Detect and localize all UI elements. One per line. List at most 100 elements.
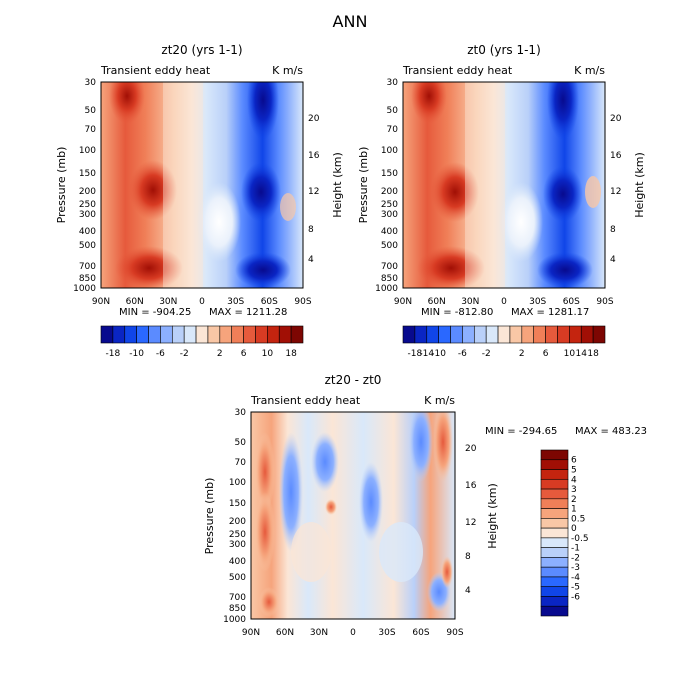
colorbar-swatch (540, 576, 569, 588)
colorbar-swatch (462, 325, 475, 344)
y-tick-label: 50 (387, 106, 399, 116)
colorbar-swatch (545, 325, 558, 344)
y-right-tick-label: 16 (610, 151, 622, 161)
figure-title: ANN (333, 12, 368, 31)
colorbar-label: -2 (482, 349, 491, 359)
colorbar-swatch (540, 596, 569, 607)
y-tick-label: 400 (79, 227, 96, 237)
colorbar-swatch (540, 478, 569, 490)
y-right-tick-label: 16 (308, 151, 320, 161)
y-right-tick-label: 16 (465, 481, 477, 491)
colorbar-swatch (497, 325, 511, 344)
colorbar-label: -4 (571, 573, 580, 583)
y-tick-label: 50 (85, 106, 97, 116)
x-tick-label: 0 (501, 297, 507, 307)
colorbar-swatch (540, 449, 569, 461)
y-tick-label: 30 (387, 78, 399, 88)
colorbar-swatch (540, 498, 569, 509)
y-tick-label: 850 (229, 604, 246, 614)
colorbar-swatch (540, 508, 569, 519)
colorbar-swatch (207, 325, 221, 344)
panel-title: zt0 (yrs 1-1) (467, 43, 541, 57)
colorbar-swatch (540, 586, 569, 597)
heatmap-field (101, 82, 303, 288)
y-axis-title-right: Height (km) (331, 152, 344, 218)
y-tick-label: 150 (229, 499, 246, 509)
colorbar-labels: 6 5 4 3 2 1 0.5 0 -0.5 -1 -2 -3 -4 -5 -6 (571, 456, 589, 603)
x-tick-labels: 90N 60N 30N 0 30S 60S 90S (92, 297, 312, 307)
colorbar-swatch (100, 325, 114, 344)
y-tick-labels: 30 50 70 100 150 200 250 300 400 500 700… (375, 78, 398, 294)
panel-subtitle-left: Transient eddy heat (250, 394, 361, 407)
y-tick-label: 200 (229, 517, 246, 527)
y-right-tick-label: 4 (308, 255, 314, 265)
colorbar-swatch (540, 469, 569, 480)
y-axis-title: Pressure (mb) (203, 478, 216, 555)
y-tick-label: 250 (229, 530, 246, 540)
colorbar-swatch (580, 325, 594, 344)
panel-subtitle-right: K m/s (424, 394, 455, 407)
colorbar-zt0 (402, 325, 606, 344)
panel-difference: zt20 - zt0 Transient eddy heat K m/s 90N… (203, 373, 647, 638)
x-tick-label: 60N (276, 628, 294, 638)
y-tick-label: 700 (381, 262, 398, 272)
colorbar-label: -1 (571, 544, 580, 554)
colorbar-label: 14 (575, 349, 587, 359)
colorbar-swatch (231, 325, 244, 344)
colorbar-label: -2 (180, 349, 189, 359)
y-right-tick-label: 12 (308, 187, 319, 197)
x-tick-label: 90N (394, 297, 412, 307)
y-tick-label: 400 (381, 227, 398, 237)
max-value-label: MAX = 1211.28 (209, 307, 287, 318)
colorbar-swatch (592, 325, 606, 344)
y-axis-title: Pressure (mb) (55, 147, 68, 224)
colorbar-label: -10 (431, 349, 446, 359)
colorbar-swatch (414, 325, 428, 344)
colorbar-label: -18 (408, 349, 423, 359)
colorbar-labels: -18 -10 -6 -2 2 6 10 18 (106, 349, 298, 359)
panel-subtitle-right: K m/s (272, 64, 303, 77)
x-tick-label: 90S (294, 297, 311, 307)
colorbar-label: 0 (571, 524, 577, 534)
y-tick-label: 150 (79, 169, 96, 179)
colorbar-swatch (485, 325, 499, 344)
colorbar-label: -6 (458, 349, 467, 359)
min-value-label: MIN = -812.80 (421, 307, 493, 318)
x-tick-label: 60N (428, 297, 446, 307)
heatmap-field (403, 82, 605, 288)
colorbar-swatch (171, 325, 185, 344)
x-tick-label: 30N (310, 628, 328, 638)
y-right-tick-label: 4 (610, 255, 616, 265)
y-right-tick-label: 20 (308, 114, 320, 124)
colorbar-label: 6 (241, 349, 247, 359)
colorbar-label: 5 (571, 466, 577, 476)
colorbar-label: -6 (156, 349, 165, 359)
colorbar-swatch (540, 537, 569, 548)
colorbar-label: 0.5 (571, 514, 585, 524)
y-tick-labels: 30 50 70 100 150 200 250 300 400 500 700… (223, 408, 246, 625)
y-right-tick-label: 8 (610, 225, 616, 235)
x-tick-label: 90N (92, 297, 110, 307)
y-right-tick-label: 4 (465, 586, 471, 596)
y-tick-labels: 30 50 70 100 150 200 250 300 400 500 700… (73, 78, 96, 294)
colorbar-label: 18 (587, 349, 599, 359)
colorbar-swatch (124, 325, 137, 344)
panel-zt20: zt20 (yrs 1-1) Transient eddy heat K m/s… (55, 43, 344, 359)
panel-title: zt20 - zt0 (325, 373, 382, 387)
colorbar-swatch (183, 325, 197, 344)
max-value-label: MAX = 1281.17 (511, 307, 589, 318)
colorbar-swatch (540, 488, 569, 500)
colorbar-swatch (136, 325, 149, 344)
y-right-tick-label: 20 (465, 444, 477, 454)
y-tick-label: 150 (381, 169, 398, 179)
y-tick-label: 1000 (375, 284, 398, 294)
y-tick-label: 700 (79, 262, 96, 272)
panel-subtitle-left: Transient eddy heat (402, 64, 513, 77)
y-tick-label: 200 (79, 187, 96, 197)
x-tick-label: 60S (261, 297, 278, 307)
colorbar-swatch (112, 325, 126, 344)
colorbar-label: -10 (129, 349, 144, 359)
heatmap-field (251, 412, 455, 619)
y-right-tick-label: 8 (465, 552, 471, 562)
colorbar-swatch (540, 518, 569, 529)
